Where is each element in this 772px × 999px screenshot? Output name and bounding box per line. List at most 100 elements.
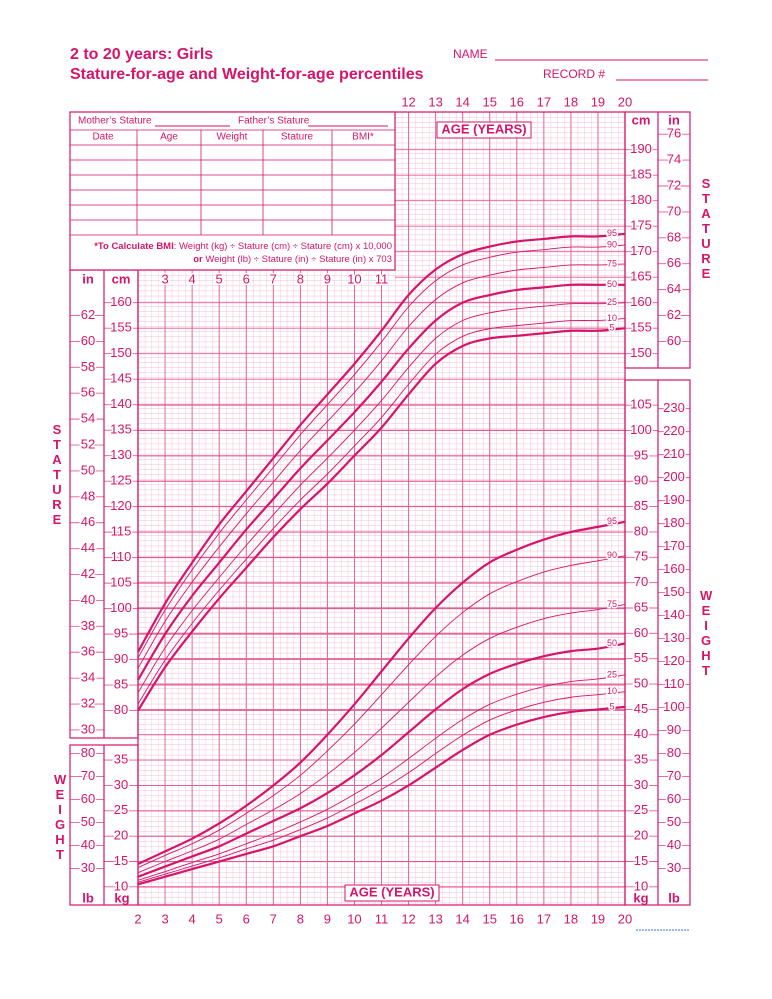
percentile-label: 90 xyxy=(607,550,617,560)
y-right-tick-label: 80 xyxy=(634,523,648,538)
y2-left-tick-label: 44 xyxy=(81,540,95,555)
x-tick-label: 5 xyxy=(216,911,223,926)
percentile-curve xyxy=(137,232,626,653)
y-axis-label: STATURE xyxy=(52,422,62,527)
y2-left-tick-label: 80 xyxy=(81,745,95,760)
x-inner-tick-label: 5 xyxy=(216,271,223,286)
y2-left-tick-label: 50 xyxy=(81,814,95,829)
y-left-tick-label: 115 xyxy=(111,524,132,539)
x-top-tick-label: 15 xyxy=(482,94,496,109)
x-tick-label: 2 xyxy=(134,911,141,926)
x-tick-label: 10 xyxy=(347,911,361,926)
x-tick-label: 3 xyxy=(161,911,168,926)
y2-left-tick-label: 58 xyxy=(81,359,95,374)
y2-left-tick-label: 38 xyxy=(81,618,95,633)
percentile-label: 25 xyxy=(607,669,617,679)
y2-right-tick-label: 150 xyxy=(663,584,685,599)
percentile-curve xyxy=(137,263,626,669)
y2-left-tick-label: 30 xyxy=(81,860,95,875)
percentile-curve xyxy=(137,244,626,659)
y-right-tick-label: 20 xyxy=(634,828,648,843)
mark-layer: 8085909510010511011512012513013514014515… xyxy=(79,94,686,926)
percentile-curve xyxy=(137,642,626,878)
y-right-tick-label: 190 xyxy=(630,141,652,156)
y2-left-tick-label: 70 xyxy=(81,768,95,783)
x-top-tick-label: 17 xyxy=(537,94,551,109)
unit-labels: in cm cm in lb kg kg lb AGE (YEARS) AGE … xyxy=(82,112,680,905)
y2-right-tick-label: 190 xyxy=(663,492,685,507)
y-right-tick-label: 65 xyxy=(634,599,648,614)
unit-label: cm xyxy=(112,271,131,286)
x-top-tick-label: 19 xyxy=(591,94,605,109)
percentile-label: 75 xyxy=(607,258,617,268)
unit-label: lb xyxy=(668,890,680,905)
percentile-label: 75 xyxy=(607,599,617,609)
x-inner-tick-label: 11 xyxy=(375,271,389,286)
y2-left-tick-label: 40 xyxy=(81,837,95,852)
y2-right-tick-label: 200 xyxy=(663,469,685,484)
percentile-label: 90 xyxy=(607,239,617,249)
y2-right-tick-label: 130 xyxy=(663,630,685,645)
percentile-curve xyxy=(137,327,626,712)
unit-label: in xyxy=(82,271,94,286)
y-left-tick-label: 120 xyxy=(110,498,132,513)
y2-right-tick-label: 68 xyxy=(667,229,681,244)
y-left-tick-label: 100 xyxy=(110,600,132,615)
bmi-note: *To Calculate BMI: Weight (kg) ÷ Stature… xyxy=(94,241,392,252)
y2-right-tick-label: 170 xyxy=(663,538,685,553)
column-header: BMI* xyxy=(352,132,374,143)
percentile-curve xyxy=(137,318,626,705)
y2-left-tick-label: 52 xyxy=(81,436,95,451)
y2-right-tick-label: 50 xyxy=(667,814,681,829)
y2-left-tick-label: 32 xyxy=(81,695,95,710)
y-axis-label: WEIGHT xyxy=(700,588,713,678)
y-left-tick-label: 80 xyxy=(114,702,128,717)
y-right-tick-label: 90 xyxy=(634,473,648,488)
title: 2 to 20 years: Girls xyxy=(70,46,213,63)
y-axis-label: WEIGHT xyxy=(54,772,67,862)
x-tick-label: 19 xyxy=(591,911,605,926)
x-inner-tick-label: 4 xyxy=(188,271,195,286)
y2-right-tick-label: 230 xyxy=(663,400,685,415)
y-right-tick-label: 185 xyxy=(630,167,652,182)
y-right-tick-label: 180 xyxy=(630,192,652,207)
y2-right-tick-label: 60 xyxy=(667,333,681,348)
y-left-tick-label: 105 xyxy=(110,575,132,590)
y-left-tick-label: 90 xyxy=(114,651,128,666)
percentile-label: 10 xyxy=(607,686,617,696)
y-right-tick-label: 25 xyxy=(634,802,648,817)
percentile-curve xyxy=(137,520,626,866)
percentile-label: 95 xyxy=(607,516,617,526)
y-left-tick-label: 160 xyxy=(110,294,132,309)
x-inner-tick-label: 6 xyxy=(243,271,250,286)
y-right-tick-label: 45 xyxy=(634,701,648,716)
x-top-tick-label: 18 xyxy=(564,94,578,109)
x-inner-tick-label: 7 xyxy=(270,271,277,286)
mother-label: Mother’s Stature xyxy=(78,116,152,127)
percentile-label: 5 xyxy=(609,701,614,711)
y2-left-tick-label: 36 xyxy=(81,644,95,659)
y-left-tick-label: 140 xyxy=(110,396,132,411)
x-tick-label: 7 xyxy=(270,911,277,926)
y-right-tick-label: 10 xyxy=(634,878,648,893)
y-right-tick-label: 75 xyxy=(634,549,648,564)
bmi-note: or Weight (lb) ÷ Stature (in) ÷ Stature … xyxy=(193,254,392,265)
y-right-tick-label: 95 xyxy=(634,447,648,462)
column-header: Age xyxy=(160,132,178,143)
y2-right-tick-label: 70 xyxy=(667,203,681,218)
y-right-tick-label: 40 xyxy=(634,726,648,741)
y2-left-tick-label: 42 xyxy=(81,566,95,581)
x-tick-label: 6 xyxy=(243,911,250,926)
subtitle: Stature-for-age and Weight-for-age perce… xyxy=(70,66,424,83)
y-axis-label: STATURE xyxy=(701,176,711,281)
y-left-tick-label: 85 xyxy=(114,677,128,692)
y-right-tick-label: 170 xyxy=(630,243,652,258)
percentile-curve xyxy=(137,555,626,869)
x-tick-label: 8 xyxy=(297,911,304,926)
x-inner-tick-label: 10 xyxy=(347,271,361,286)
y-right-tick-label: 60 xyxy=(634,625,648,640)
x-tick-label: 12 xyxy=(401,911,415,926)
y2-right-tick-label: 62 xyxy=(667,307,681,322)
